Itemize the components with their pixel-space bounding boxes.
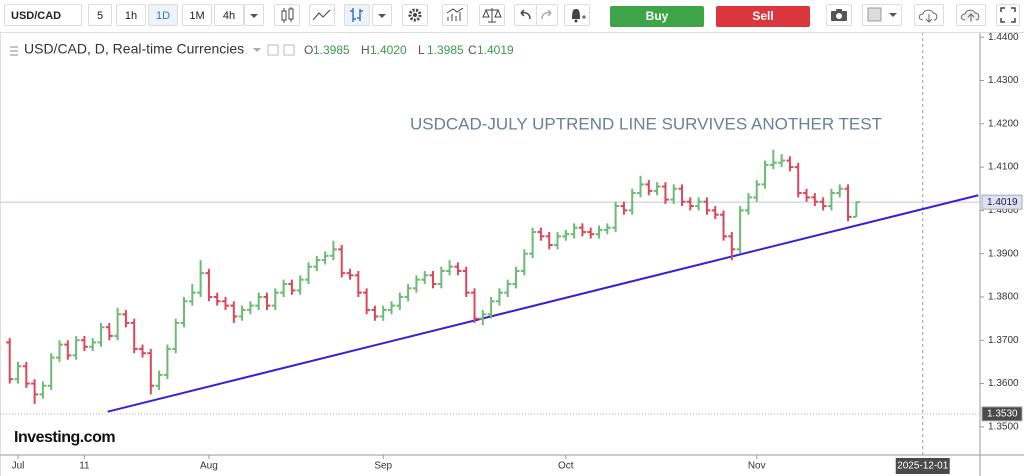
y-tick-label: 1.4000 <box>988 205 1019 216</box>
ohlc-key: L <box>418 43 425 57</box>
icon <box>312 9 331 21</box>
interval-button[interactable]: 1h <box>116 4 146 26</box>
x-tick-label: Oct <box>558 461 574 472</box>
icon <box>541 9 552 20</box>
icon <box>378 14 386 18</box>
marker-label: 2025-12-01 <box>897 461 949 472</box>
color-picker[interactable] <box>862 4 902 26</box>
interval-button[interactable]: 1M <box>182 4 212 26</box>
compare-icon[interactable] <box>479 4 505 26</box>
icon <box>960 9 980 22</box>
icon <box>250 14 258 18</box>
chart-title: USD/CAD, D, Real-time Currencies <box>24 41 244 57</box>
alert-icon[interactable] <box>564 4 590 26</box>
candle-icon[interactable] <box>274 4 300 26</box>
ohlc-value: 1.3985 <box>427 43 464 57</box>
marker-box <box>895 458 950 474</box>
y-tick-label: 1.4300 <box>988 75 1019 86</box>
redo-icon[interactable] <box>536 4 558 26</box>
icon <box>350 8 363 22</box>
y-tick-label: 1.3800 <box>988 292 1019 303</box>
price-label: 1.3530 <box>987 409 1018 420</box>
ohlc-value: 1.3985 <box>313 43 350 57</box>
price-box <box>981 406 1023 422</box>
ohlc-value: 1.4019 <box>477 43 514 57</box>
eye-icon <box>267 44 279 56</box>
y-tick-label: 1.4400 <box>988 32 1019 43</box>
symbol-box[interactable]: USD/CAD <box>4 4 82 26</box>
price-label: 1.4019 <box>987 197 1018 208</box>
y-tick-label: 1.4100 <box>988 162 1019 173</box>
icon <box>831 9 847 21</box>
ohlc-key: O <box>304 43 313 57</box>
interval-button[interactable]: 1D <box>148 4 178 26</box>
undo-icon[interactable] <box>514 4 536 26</box>
icon <box>918 9 938 23</box>
watermark: Investing.com <box>14 429 115 446</box>
icon <box>572 9 586 23</box>
icon <box>520 9 531 20</box>
icon <box>281 7 294 23</box>
interval-button[interactable]: 4h <box>214 4 244 26</box>
menu-icon <box>10 46 18 56</box>
plot-area <box>0 32 980 455</box>
y-tick-label: 1.3900 <box>988 248 1019 259</box>
settings-icon[interactable] <box>402 4 428 26</box>
y-tick-label: 1.3700 <box>988 335 1019 346</box>
indicator-icon[interactable] <box>442 4 468 26</box>
cloud-download-icon[interactable] <box>914 4 944 26</box>
x-tick-label: Aug <box>200 461 218 472</box>
cloud-upload-icon[interactable] <box>956 4 986 26</box>
annotation: USDCAD-JULY UPTREND LINE SURVIVES ANOTHE… <box>410 114 882 133</box>
y-tick-label: 1.3500 <box>988 421 1019 432</box>
area-icon[interactable] <box>309 4 335 26</box>
title-dropdown <box>253 48 261 52</box>
price-box <box>981 194 1023 210</box>
buy-button[interactable]: Buy <box>610 6 704 27</box>
trend-line <box>107 194 979 413</box>
dropdown[interactable] <box>372 4 392 26</box>
icon <box>446 7 464 21</box>
camera-icon[interactable] <box>826 4 852 26</box>
fullscreen-icon[interactable] <box>996 4 1020 26</box>
icon <box>482 8 502 23</box>
ohlc-key: H <box>361 43 370 57</box>
ohlc-key: C <box>468 43 477 57</box>
x-tick-label: Sep <box>374 461 392 472</box>
ohlc-value: 1.4020 <box>370 43 407 57</box>
icon <box>1000 7 1016 23</box>
sell-button[interactable]: Sell <box>716 6 810 27</box>
icon <box>867 7 897 22</box>
interval-button[interactable]: 5 <box>88 4 112 26</box>
toolbar: USD/CAD 5 1h 1D 1M 4h Buy Sell <box>0 0 1024 33</box>
bars-icon[interactable] <box>344 4 370 26</box>
y-tick-label: 1.3600 <box>988 378 1019 389</box>
x-tick-label: Nov <box>748 461 766 472</box>
x-tick-label: 11 <box>79 461 90 472</box>
settings-icon <box>283 44 295 56</box>
icon <box>408 8 422 22</box>
dropdown[interactable] <box>244 4 264 26</box>
y-tick-label: 1.4200 <box>988 118 1019 129</box>
x-tick-label: Jul <box>12 461 25 472</box>
